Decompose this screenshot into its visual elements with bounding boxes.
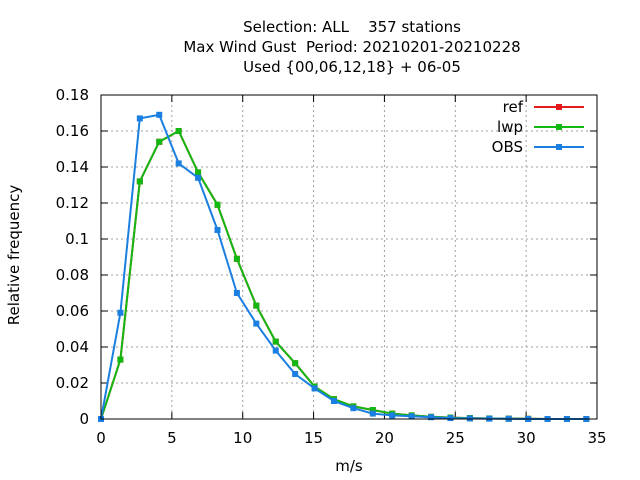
data-point [408, 413, 415, 420]
data-point [233, 255, 240, 262]
y-tick-label: 0.04 [56, 338, 89, 356]
x-tick-label: 15 [304, 429, 323, 447]
legend-label: ref [503, 98, 524, 116]
data-point [292, 371, 299, 377]
data-point [447, 415, 454, 422]
y-tick-label: 0.12 [56, 194, 89, 212]
series-line-obs [100, 113, 587, 420]
data-point [272, 347, 279, 354]
data-point [156, 111, 163, 118]
data-point [350, 405, 357, 412]
data-point [136, 178, 143, 185]
y-tick-label: 0.1 [65, 230, 89, 248]
legend-marker [556, 144, 562, 150]
data-point [369, 410, 376, 417]
legend-marker [556, 124, 562, 130]
data-point [156, 138, 163, 145]
series-line-ref [100, 130, 587, 420]
x-tick-label: 10 [233, 429, 252, 447]
data-point [175, 160, 182, 167]
legend-item-ref: ref [503, 98, 584, 116]
y-axis-title: Relative frequency [5, 185, 23, 326]
grid-layer [101, 95, 597, 419]
data-point [428, 414, 435, 421]
chart-title-line-3: Used {00,06,12,18} + 06-05 [243, 58, 461, 76]
data-point [389, 412, 396, 419]
y-tick-label: 0 [79, 410, 89, 428]
legend-item-lwp: lwp [497, 118, 584, 136]
legend-marker [556, 104, 562, 110]
data-point [253, 320, 260, 327]
y-tick-label: 0.18 [56, 86, 89, 104]
data-point [292, 360, 299, 367]
y-tick-label: 0.16 [56, 122, 89, 140]
data-point [253, 302, 260, 309]
x-tick-label: 20 [375, 429, 394, 447]
series-line-lwp [100, 130, 587, 420]
data-point [233, 290, 240, 296]
x-tick-label: 30 [517, 429, 536, 447]
chart-title-line-1: Selection: ALL 357 stations [243, 18, 461, 36]
y-tick-label: 0.14 [56, 158, 89, 176]
data-point [195, 169, 202, 176]
x-tick-label: 35 [587, 429, 606, 447]
legend-item-obs: OBS [492, 138, 584, 156]
x-tick-label: 25 [446, 429, 465, 447]
plot-area-border [100, 94, 598, 420]
data-point [117, 309, 124, 316]
tick-layer: 0 0.02 0.04 0.06 0.08 0.1 0.12 0.14 0.16 0.18 0 5 10… [56, 86, 607, 447]
y-tick-label: 0.06 [56, 302, 89, 320]
data-point [369, 407, 376, 413]
y-tick-label: 0.02 [56, 374, 89, 392]
legend-label: lwp [497, 118, 523, 136]
y-tick-label: 0.08 [56, 266, 89, 284]
data-point [175, 128, 182, 134]
data-point [466, 415, 473, 422]
data-point [136, 115, 143, 122]
x-tick-label: 0 [96, 429, 106, 447]
x-axis-title: m/s [335, 457, 363, 475]
legend: ref lwp OBS [492, 98, 584, 156]
data-point [195, 174, 202, 181]
data-point [117, 356, 124, 363]
chart-title-line-2: Max Wind Gust Period: 20210201-20210228 [183, 38, 521, 56]
data-point [311, 385, 318, 392]
data-point [214, 201, 221, 208]
legend-label: OBS [492, 138, 523, 156]
data-point [214, 227, 221, 233]
data-point [330, 398, 337, 404]
x-tick-label: 5 [167, 429, 177, 447]
data-point [272, 338, 279, 345]
